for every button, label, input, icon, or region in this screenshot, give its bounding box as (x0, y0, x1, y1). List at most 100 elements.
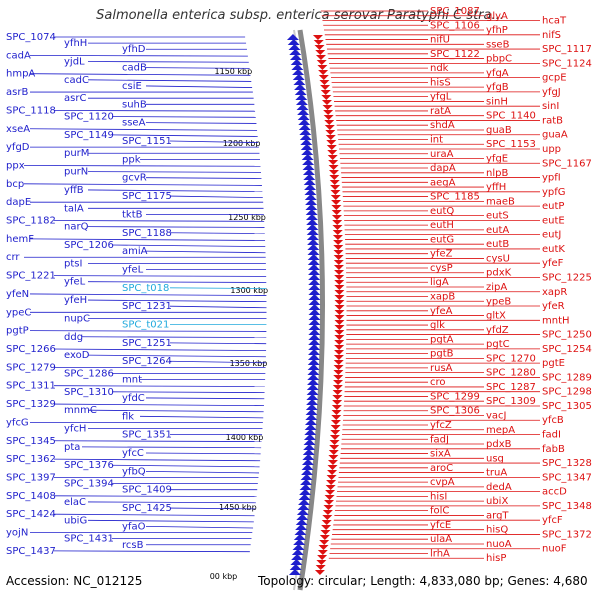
left-gene-arrow (290, 559, 303, 565)
right-gene-label: eutP (542, 201, 564, 212)
left-gene-arrow (300, 479, 313, 485)
right-gene-label: yfcF (542, 515, 563, 526)
right-gene-label: pgtA (430, 334, 454, 345)
left-gene-label: SPC_1425 (122, 503, 172, 514)
left-gene-arrow (308, 309, 321, 315)
left-gene-arrow (299, 484, 312, 490)
right-gene-label: sinI (542, 101, 559, 112)
left-gene-label: cadB (122, 63, 147, 74)
right-gene-arrow (315, 50, 326, 55)
right-gene-arrow (317, 65, 328, 70)
genome-summary: Topology: circular; Length: 4,833,080 bp… (258, 574, 588, 588)
left-gene-arrow (307, 359, 320, 365)
right-gene-arrow (332, 235, 343, 240)
right-gene-label: guaB (486, 125, 512, 136)
left-gene-label: yfeL (64, 277, 86, 288)
right-gene-arrow (328, 455, 339, 460)
right-gene-arrow (334, 330, 345, 335)
right-gene-label: cvpA (430, 477, 455, 488)
right-gene-label: truA (486, 468, 507, 479)
left-gene-arrow (303, 444, 316, 450)
right-gene-label: ligA (430, 277, 449, 288)
right-gene-label: pgtC (486, 339, 510, 350)
left-gene-arrow (299, 134, 312, 140)
left-gene-label: SPC_1397 (6, 472, 56, 483)
left-gene-label: nupC (64, 313, 90, 324)
left-connector (169, 305, 267, 309)
right-gene-arrow (328, 160, 339, 165)
right-gene-arrow (334, 325, 345, 330)
left-connector (87, 519, 254, 523)
left-gene-label: SPC_1286 (64, 368, 114, 379)
right-gene-arrow (312, 35, 323, 40)
right-gene-label: SPC_1348 (542, 501, 592, 512)
left-gene-arrow (293, 79, 306, 85)
left-connector (169, 342, 267, 345)
left-connector (87, 281, 267, 283)
right-gene-label: dedA (486, 482, 512, 493)
left-connector (29, 128, 258, 131)
right-gene-arrow (319, 80, 330, 85)
right-gene-label: eutA (486, 225, 509, 236)
right-gene-arrow (334, 320, 345, 325)
left-gene-label: amiA (122, 246, 148, 257)
left-gene-arrow (300, 139, 313, 145)
left-gene-label: purM (64, 148, 89, 159)
right-gene-arrow (318, 75, 329, 80)
right-gene-label: SPC_1372 (542, 529, 592, 540)
left-gene-label: SPC_1424 (6, 509, 56, 520)
left-gene-label: SPC_1251 (122, 338, 172, 349)
left-gene-label: SPC_1188 (122, 228, 172, 239)
right-gene-label: glyA (486, 11, 508, 22)
left-connector (111, 134, 258, 137)
kbp-tick-label: 1400 kbp (226, 433, 264, 442)
right-gene-label: SPC_1225 (542, 272, 592, 283)
left-gene-label: rcsB (122, 540, 144, 551)
left-gene-arrow (307, 379, 320, 385)
right-gene-arrow (332, 225, 343, 230)
left-gene-arrow (306, 224, 319, 230)
right-gene-arrow (334, 340, 345, 345)
left-connector (53, 385, 265, 387)
left-gene-label: yojN (6, 528, 28, 539)
right-gene-arrow (325, 135, 336, 140)
right-gene-label: nuoA (486, 539, 512, 550)
left-gene-arrow (302, 164, 315, 170)
left-gene-arrow (304, 184, 317, 190)
accession-label: Accession: NC_012125 (6, 574, 143, 588)
left-gene-label: yfhH (64, 38, 87, 49)
right-gene-arrow (330, 195, 341, 200)
right-gene-arrow (334, 280, 345, 285)
right-gene-label: mntH (542, 315, 570, 326)
right-gene-label: pdxK (486, 268, 512, 279)
right-gene-arrow (333, 370, 344, 375)
right-gene-arrow (325, 130, 336, 135)
right-gene-arrow (313, 40, 324, 45)
left-gene-arrow (307, 249, 320, 255)
left-gene-label: SPC_1311 (6, 381, 56, 392)
right-gene-arrow (330, 185, 341, 190)
left-connector (111, 464, 260, 468)
left-gene-label: SPC_1329 (6, 399, 56, 410)
right-gene-label: SPC_1250 (542, 330, 592, 341)
left-gene-arrow (308, 344, 321, 350)
left-gene-label: yfeH (64, 295, 87, 306)
right-gene-arrow (320, 90, 331, 95)
left-gene-label: csiE (122, 81, 142, 92)
right-gene-label: fadI (542, 430, 561, 441)
left-gene-label: SPC_1362 (6, 454, 56, 465)
left-gene-arrow (299, 129, 312, 135)
right-gene-arrow (333, 245, 344, 250)
right-gene-arrow (331, 415, 342, 420)
left-gene-arrow (292, 74, 305, 80)
right-gene-label: sseB (486, 39, 510, 50)
right-gene-label: pgtE (542, 358, 565, 369)
left-gene-arrow (308, 269, 321, 275)
left-connector (145, 452, 261, 455)
left-gene-arrow (294, 89, 307, 95)
left-gene-arrow (288, 44, 301, 50)
right-gene-arrow (330, 190, 341, 195)
left-gene-arrow (301, 469, 314, 475)
right-gene-arrow (321, 95, 332, 100)
